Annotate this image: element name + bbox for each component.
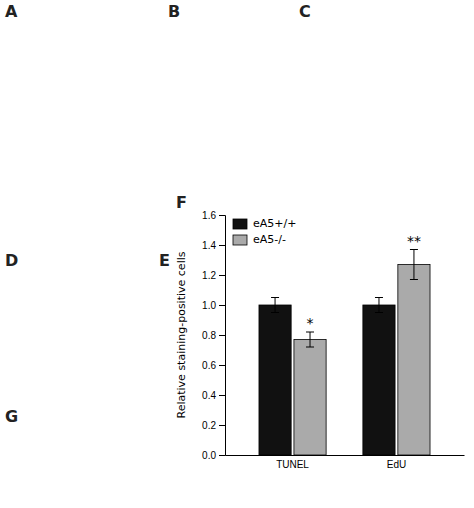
tick: TUNEL	[276, 455, 309, 470]
tick-label: EdU	[387, 459, 406, 470]
error-cap	[306, 332, 314, 333]
legend-item: eA5-/-	[233, 233, 286, 246]
error-cap	[375, 297, 383, 298]
annotation: *	[307, 315, 314, 331]
legend-swatch	[233, 219, 247, 229]
tick-label: 0.6	[202, 360, 216, 371]
bar	[259, 305, 291, 455]
tick: 1.6	[202, 210, 225, 221]
tick-label: 1.0	[202, 300, 216, 311]
error-bar	[306, 332, 314, 347]
panel-label: E	[159, 251, 170, 270]
tick: 0.8	[202, 330, 225, 341]
tick-label: 0.8	[202, 330, 216, 341]
tick: 0.6	[202, 360, 225, 371]
panel-label: A	[5, 2, 18, 21]
tick-mark	[219, 245, 225, 246]
panel-label: C	[299, 2, 311, 21]
tick-label: 0.2	[202, 420, 216, 431]
tick-label: 1.4	[202, 240, 216, 251]
tick: 1.0	[202, 300, 225, 311]
tick-label: 0.0	[202, 450, 216, 461]
tick: 1.2	[202, 270, 225, 281]
legend-label: eA5-/-	[253, 233, 286, 246]
error-line	[378, 298, 379, 313]
tick: 0.4	[202, 390, 225, 401]
tick: 0.0	[202, 450, 225, 461]
y-axis: 0.0 0.2 0.4 0.6 0.8 1.0 1.2 1.4 1.6	[202, 210, 225, 461]
x-axis: TUNEL EdU	[226, 455, 465, 470]
tick-label: 0.4	[202, 390, 216, 401]
series	[259, 298, 395, 456]
plot-area	[259, 250, 430, 456]
error-cap	[271, 297, 279, 298]
y-axis-title: Relative staining-positive cells	[175, 251, 188, 418]
tick-mark	[219, 455, 225, 456]
tick-mark	[219, 365, 225, 366]
tick-label: 1.6	[202, 210, 216, 221]
error-line	[413, 250, 414, 280]
error-bar	[375, 298, 383, 313]
panel-label: G	[5, 407, 18, 426]
tick-mark	[219, 425, 225, 426]
error-cap	[410, 249, 418, 250]
bar	[363, 305, 395, 455]
error-line	[310, 332, 311, 347]
panel-label: D	[5, 251, 18, 270]
legend-swatch	[233, 235, 247, 245]
tick-mark	[219, 215, 225, 216]
bar	[294, 340, 326, 456]
error-cap	[271, 312, 279, 313]
error-cap	[306, 347, 314, 348]
tick-mark	[219, 395, 225, 396]
tick: EdU	[387, 455, 406, 470]
panel-label: F	[176, 193, 187, 212]
panel-label: B	[168, 2, 180, 21]
tick-label: 1.2	[202, 270, 216, 281]
annotation: **	[407, 233, 421, 249]
tick-mark	[219, 275, 225, 276]
error-bar	[271, 298, 279, 313]
axis-line	[226, 455, 465, 456]
error-cap	[375, 312, 383, 313]
tick: 0.2	[202, 420, 225, 431]
tick: 1.4	[202, 240, 225, 251]
axis-line	[219, 216, 226, 456]
chart: A B C D E F G 0.0 0.2 0.4 0.6 0.8 1.0 1.2 1.4 1.6 TUNEL E…	[0, 0, 474, 508]
tick-label: TUNEL	[276, 459, 309, 470]
series	[294, 250, 430, 456]
tick-mark	[219, 305, 225, 306]
tick-mark	[219, 335, 225, 336]
legend-item: eA5+/+	[233, 217, 296, 230]
error-bar	[410, 250, 418, 280]
legend: eA5+/+ eA5-/-	[233, 217, 296, 246]
bar	[398, 265, 430, 456]
error-cap	[410, 279, 418, 280]
error-line	[275, 298, 276, 313]
legend-label: eA5+/+	[253, 217, 296, 230]
